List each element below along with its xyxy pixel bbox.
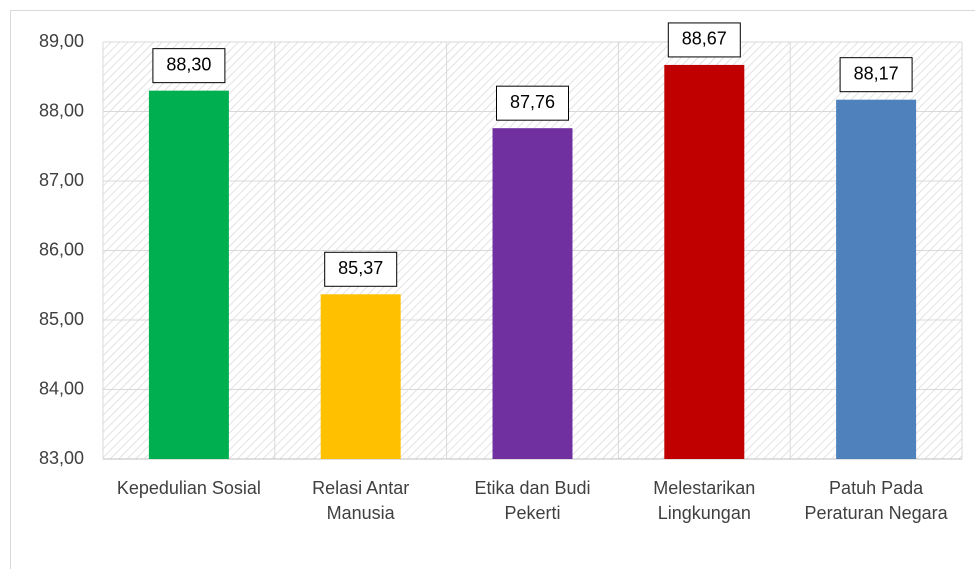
bar: [320, 294, 401, 459]
data-label: 88,30: [166, 54, 211, 74]
y-tick-label: 84,00: [39, 378, 84, 398]
y-tick-label: 85,00: [39, 309, 84, 329]
data-label-box: [152, 48, 226, 84]
chart-border: [10, 10, 975, 569]
bar: [148, 90, 229, 460]
data-label-box: [324, 251, 398, 287]
data-label: 88,67: [682, 29, 727, 49]
bar: [664, 64, 745, 459]
y-tick-label: 89,00: [39, 31, 84, 51]
x-tick-label: Etika dan Budi Pekerti: [474, 478, 591, 523]
data-label-box: [839, 57, 913, 93]
data-label-box: [496, 85, 569, 121]
bar: [836, 99, 917, 459]
data-label: 87,76: [510, 92, 555, 112]
data-label: 88,17: [854, 63, 899, 83]
y-tick-label: 87,00: [39, 170, 84, 190]
x-tick-label: Kepedulian Sosial: [116, 478, 261, 498]
data-label-box: [667, 22, 741, 58]
y-tick-label: 86,00: [39, 239, 84, 259]
x-tick-label: Patuh Pada Peraturan Negara: [804, 478, 948, 523]
x-tick-label: Melestarikan Lingkungan: [653, 478, 756, 523]
y-tick-label: 88,00: [39, 100, 84, 120]
y-tick-label: 83,00: [39, 448, 84, 468]
data-label: 85,37: [338, 258, 383, 278]
x-tick-label: Relasi Antar Manusia: [312, 478, 410, 523]
bar: [492, 128, 573, 459]
